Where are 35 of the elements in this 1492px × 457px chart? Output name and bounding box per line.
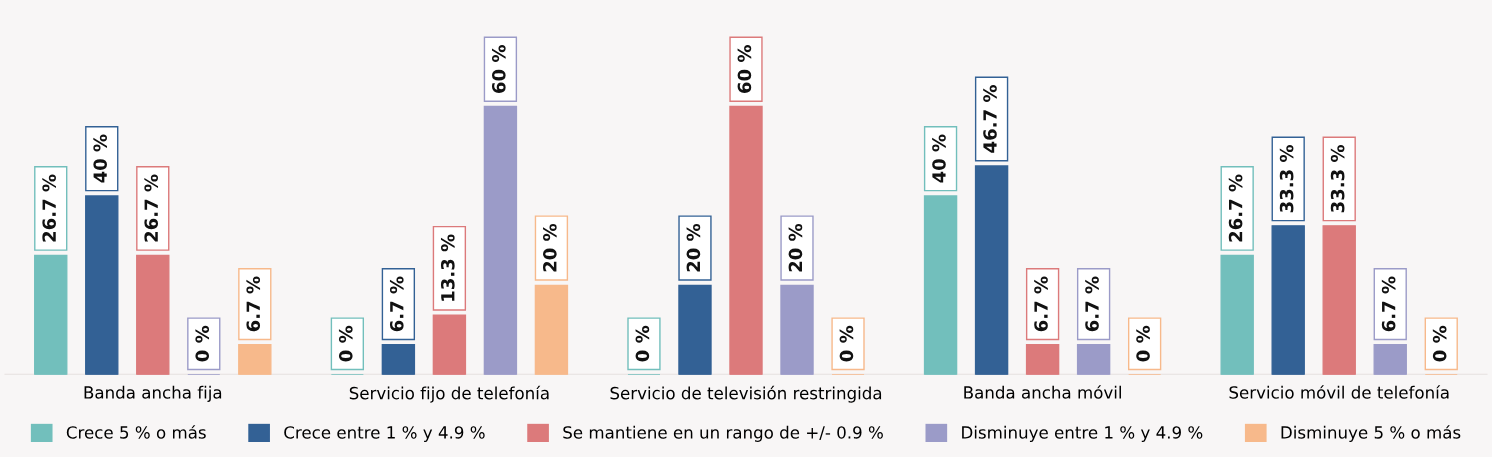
data-label: 26.7 % <box>1228 174 1243 242</box>
data-label: 6.7 % <box>246 276 261 332</box>
legend-label: Disminuye 5 % o más <box>1281 425 1461 442</box>
data-label: 26.7 % <box>42 174 56 242</box>
data-label: 0 % <box>1432 325 1447 362</box>
data-label: 20 % <box>686 223 701 272</box>
data-label: 33.3 % <box>1330 145 1345 213</box>
data-label: 60 % <box>491 45 506 93</box>
x-tick-label: Banda ancha móvil <box>964 385 1121 399</box>
x-tick-label: Servicio de televisión restringida <box>610 385 882 403</box>
x-tick-label: Servicio móvil de telefonía <box>1229 385 1449 399</box>
data-label: 6.7 % <box>1034 276 1048 332</box>
x-tick-label: Banda ancha fija <box>84 385 222 402</box>
data-label: 40 % <box>932 134 946 183</box>
data-label: 40 % <box>93 134 107 183</box>
legend-label: Crece 5 % o más <box>66 425 206 439</box>
legend-label: Se mantiene en un rango de +/- 0.9 % <box>563 425 883 442</box>
legend-label: Crece entre 1 % y 4.9 % <box>284 426 485 442</box>
data-label: 0 % <box>839 325 854 362</box>
data-label: 6.7 % <box>1381 276 1396 332</box>
data-label: 0 % <box>635 325 650 362</box>
x-tick-label: Servicio fijo de telefonía <box>349 385 549 403</box>
data-label: 0 % <box>338 325 353 362</box>
data-label: 33.3 % <box>1279 145 1294 213</box>
legend-label: Disminuye entre 1 % y 4.9 % <box>962 425 1203 442</box>
data-label: 6.7 % <box>389 276 404 332</box>
data-label: 0 % <box>195 325 210 362</box>
data-label: 6.7 % <box>1085 276 1099 332</box>
data-label: 20 % <box>543 223 557 272</box>
data-label: 26.7 % <box>144 174 159 242</box>
data-label: 20 % <box>788 223 803 272</box>
data-label: 60 % <box>737 45 752 93</box>
data-label: 46.7 % <box>983 85 997 153</box>
data-label: 13.3 % <box>440 234 455 301</box>
data-label: 0 % <box>1136 325 1150 362</box>
